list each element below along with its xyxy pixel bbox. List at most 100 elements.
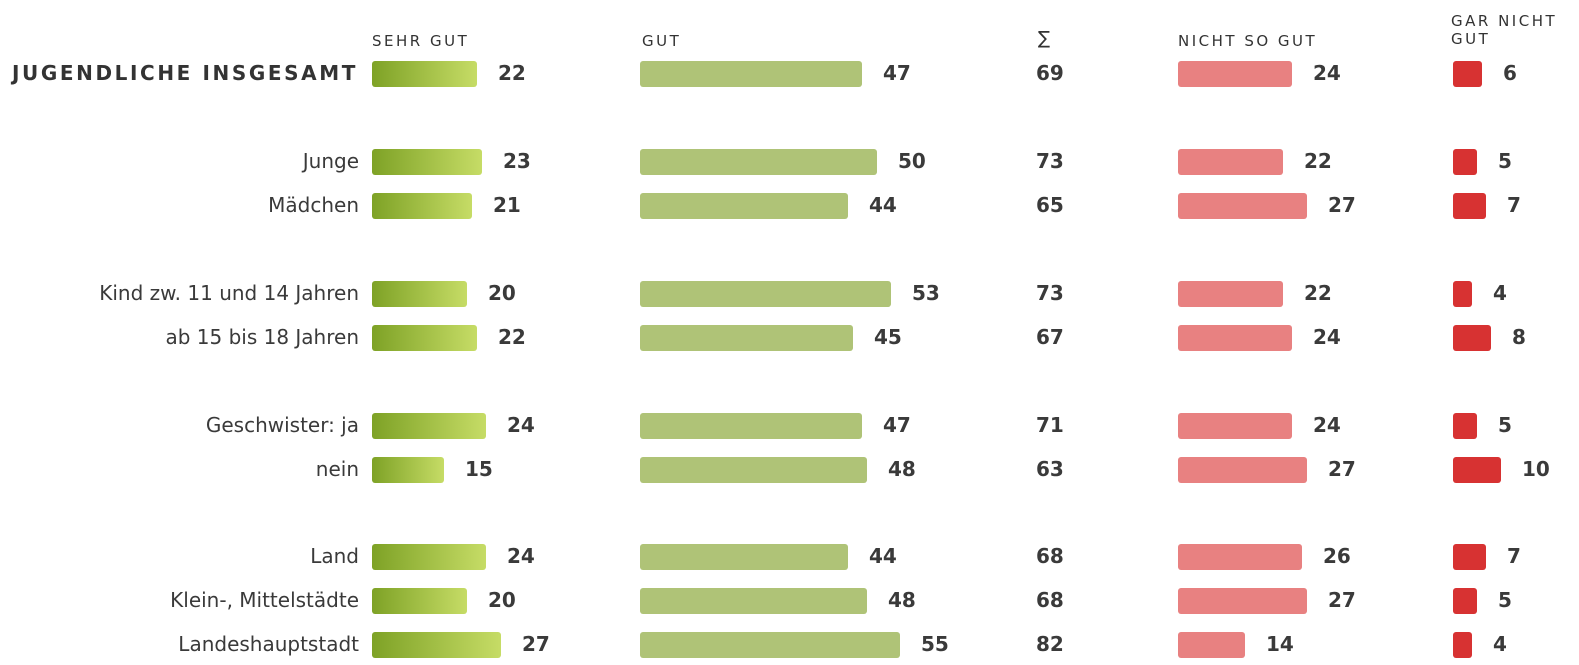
row-label: ab 15 bis 18 Jahren — [165, 325, 359, 349]
value-label-sum: 67 — [1036, 325, 1064, 349]
value-label-gut: 47 — [883, 61, 911, 85]
row-label: Land — [310, 544, 359, 568]
value-label-sum: 63 — [1036, 457, 1064, 481]
bar-gut — [640, 149, 877, 175]
value-label-sehr-gut: 27 — [522, 632, 550, 656]
column-header-sehr-gut: SEHR GUT — [372, 32, 470, 50]
value-label-gar-nicht-gut: 7 — [1507, 544, 1521, 568]
value-label-sum: 68 — [1036, 544, 1064, 568]
value-label-gar-nicht-gut: 5 — [1498, 588, 1512, 612]
value-label-sehr-gut: 22 — [498, 325, 526, 349]
bar-gar-nicht-gut — [1453, 193, 1486, 219]
bar-gar-nicht-gut — [1453, 149, 1477, 175]
value-label-nicht-so-gut: 22 — [1304, 149, 1332, 173]
value-label-gar-nicht-gut: 10 — [1522, 457, 1550, 481]
row-label: Kind zw. 11 und 14 Jahren — [99, 281, 359, 305]
value-label-gut: 47 — [883, 413, 911, 437]
value-label-gut: 44 — [869, 193, 897, 217]
value-label-gut: 53 — [912, 281, 940, 305]
row-label: nein — [315, 457, 359, 481]
value-label-nicht-so-gut: 14 — [1266, 632, 1294, 656]
value-label-sehr-gut: 15 — [465, 457, 493, 481]
value-label-nicht-so-gut: 24 — [1313, 325, 1341, 349]
value-label-gut: 44 — [869, 544, 897, 568]
value-label-sehr-gut: 20 — [488, 281, 516, 305]
bar-gar-nicht-gut — [1453, 632, 1472, 658]
value-label-sehr-gut: 20 — [488, 588, 516, 612]
value-label-sum: 73 — [1036, 281, 1064, 305]
value-label-nicht-so-gut: 27 — [1328, 588, 1356, 612]
value-label-sum: 82 — [1036, 632, 1064, 656]
value-label-gut: 45 — [874, 325, 902, 349]
bar-nicht-so-gut — [1178, 149, 1283, 175]
bar-nicht-so-gut — [1178, 61, 1292, 87]
value-label-nicht-so-gut: 27 — [1328, 457, 1356, 481]
value-label-sum: 69 — [1036, 61, 1064, 85]
bar-nicht-so-gut — [1178, 544, 1302, 570]
bar-gut — [640, 457, 867, 483]
value-label-sehr-gut: 24 — [507, 413, 535, 437]
value-label-gut: 50 — [898, 149, 926, 173]
column-header-gar-nicht-gut: GAR NICHT GUT — [1451, 12, 1558, 48]
bar-nicht-so-gut — [1178, 632, 1245, 658]
column-header-sum: ∑ — [1038, 28, 1051, 49]
bar-gar-nicht-gut — [1453, 325, 1491, 351]
row-label: Landeshauptstadt — [178, 632, 359, 656]
bar-gut — [640, 281, 891, 307]
value-label-gar-nicht-gut: 4 — [1493, 632, 1507, 656]
row-label: Geschwister: ja — [205, 413, 359, 437]
bar-nicht-so-gut — [1178, 281, 1283, 307]
value-label-nicht-so-gut: 24 — [1313, 413, 1341, 437]
bar-gut — [640, 544, 848, 570]
bar-nicht-so-gut — [1178, 193, 1307, 219]
value-label-sum: 65 — [1036, 193, 1064, 217]
bar-gar-nicht-gut — [1453, 457, 1501, 483]
bar-sehr-gut — [372, 281, 467, 307]
value-label-sum: 73 — [1036, 149, 1064, 173]
value-label-gar-nicht-gut: 6 — [1503, 61, 1517, 85]
bar-sehr-gut — [372, 632, 501, 658]
bar-nicht-so-gut — [1178, 325, 1292, 351]
value-label-gar-nicht-gut: 4 — [1493, 281, 1507, 305]
value-label-nicht-so-gut: 22 — [1304, 281, 1332, 305]
bar-nicht-so-gut — [1178, 457, 1307, 483]
bar-gar-nicht-gut — [1453, 61, 1482, 87]
value-label-gar-nicht-gut: 5 — [1498, 149, 1512, 173]
bar-gar-nicht-gut — [1453, 281, 1472, 307]
row-label: JUGENDLICHE INSGESAMT — [11, 61, 358, 85]
bar-gut — [640, 61, 862, 87]
bar-sehr-gut — [372, 457, 444, 483]
value-label-sehr-gut: 21 — [493, 193, 521, 217]
value-label-sehr-gut: 23 — [503, 149, 531, 173]
value-label-nicht-so-gut: 27 — [1328, 193, 1356, 217]
value-label-nicht-so-gut: 26 — [1323, 544, 1351, 568]
value-label-sehr-gut: 24 — [507, 544, 535, 568]
bar-gut — [640, 588, 867, 614]
bar-sehr-gut — [372, 325, 477, 351]
bar-sehr-gut — [372, 193, 472, 219]
column-header-nicht-so-gut: NICHT SO GUT — [1178, 32, 1318, 50]
bar-sehr-gut — [372, 413, 486, 439]
value-label-gut: 48 — [888, 588, 916, 612]
bar-nicht-so-gut — [1178, 413, 1292, 439]
value-label-gar-nicht-gut: 5 — [1498, 413, 1512, 437]
bar-nicht-so-gut — [1178, 588, 1307, 614]
row-label: Mädchen — [268, 193, 359, 217]
value-label-sum: 71 — [1036, 413, 1064, 437]
value-label-gar-nicht-gut: 7 — [1507, 193, 1521, 217]
bar-gar-nicht-gut — [1453, 413, 1477, 439]
value-label-sehr-gut: 22 — [498, 61, 526, 85]
bar-sehr-gut — [372, 544, 486, 570]
row-label: Klein-, Mittelstädte — [170, 588, 359, 612]
column-header-gut: GUT — [642, 32, 682, 50]
bar-sehr-gut — [372, 588, 467, 614]
value-label-sum: 68 — [1036, 588, 1064, 612]
value-label-gut: 48 — [888, 457, 916, 481]
bar-sehr-gut — [372, 149, 482, 175]
bar-gar-nicht-gut — [1453, 588, 1477, 614]
bar-gut — [640, 325, 853, 351]
value-label-gar-nicht-gut: 8 — [1512, 325, 1526, 349]
bar-gut — [640, 413, 862, 439]
bar-sehr-gut — [372, 61, 477, 87]
